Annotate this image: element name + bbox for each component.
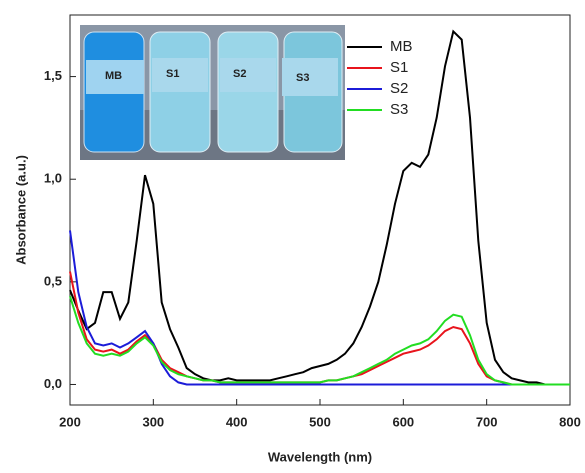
x-tick-label: 600 <box>392 414 414 429</box>
x-tick-label: 800 <box>559 414 581 429</box>
vial-sticker <box>86 60 144 94</box>
series-line <box>69 29 570 386</box>
series-line <box>69 295 570 386</box>
vial-sticker <box>282 58 338 96</box>
y-axis-label: Absorbance (a.u.) <box>13 155 28 265</box>
vial-sticker <box>152 58 208 92</box>
inset-photo: MB S1 S2 S3 <box>80 25 345 160</box>
y-tick-label: 1,5 <box>44 68 62 83</box>
x-tick-label: 700 <box>476 414 498 429</box>
x-tick-label: 300 <box>142 414 164 429</box>
vial-label: MB <box>105 70 122 82</box>
series-line <box>69 230 570 386</box>
x-axis-label: Wavelength (nm) <box>268 449 372 464</box>
vial-label: S2 <box>233 68 246 80</box>
y-tick-label: 0,0 <box>44 376 62 391</box>
legend-label: S1 <box>390 59 408 76</box>
vial-sticker <box>220 58 276 92</box>
vial-label: S1 <box>166 68 179 80</box>
series-line <box>69 271 570 386</box>
legend-label: S3 <box>390 101 408 118</box>
x-tick-label: 200 <box>59 414 81 429</box>
y-tick-label: 1,0 <box>44 171 62 186</box>
legend-label: S2 <box>390 80 408 97</box>
x-tick-label: 500 <box>309 414 331 429</box>
x-tick-label: 400 <box>226 414 248 429</box>
vial-label: S3 <box>296 72 309 84</box>
legend-label: MB <box>390 38 413 55</box>
y-tick-label: 0,5 <box>44 273 62 288</box>
